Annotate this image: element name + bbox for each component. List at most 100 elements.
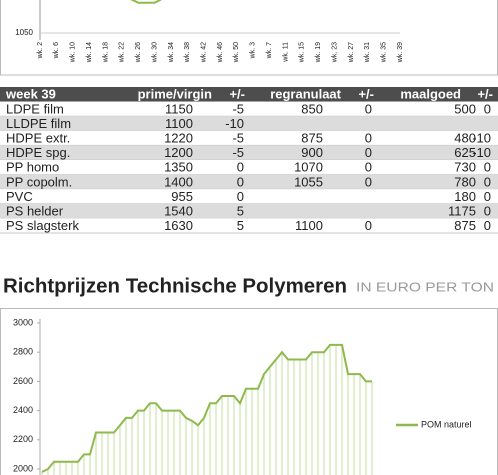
x-tick-label: wk. 23 — [331, 42, 338, 63]
table-cell: 0 — [365, 174, 372, 189]
legend-label: POM naturel — [421, 419, 472, 429]
table-cell: 1200 — [164, 145, 193, 160]
table-cell: 500 — [454, 101, 476, 116]
table-cell: 780 — [454, 174, 476, 189]
table-cell: 1350 — [164, 160, 193, 175]
y-tick-label: 2000 — [13, 463, 33, 473]
table-cell: 875 — [301, 131, 323, 146]
table-cell: LDPE film — [6, 101, 64, 116]
table-cell: 0 — [237, 160, 244, 175]
table-cell: 1055 — [294, 174, 323, 189]
table-cell: 1070 — [294, 160, 323, 175]
top-chart-frame — [0, 0, 498, 76]
x-tick-label: wk. 26 — [135, 42, 142, 63]
x-tick-label: wk. 22 — [119, 42, 126, 63]
table-cell: PS helder — [6, 204, 64, 219]
table-cell: 0 — [237, 174, 244, 189]
line — [130, 0, 163, 4]
x-tick-label: wk. 14 — [86, 42, 93, 63]
table-cell: 1400 — [164, 174, 193, 189]
table-cell: HDPE spg. — [6, 145, 70, 160]
table-cell: 0 — [484, 204, 491, 219]
table-cell: 0 — [365, 218, 372, 233]
table-cell: 1175 — [448, 204, 476, 219]
table-cell: 875 — [454, 218, 476, 233]
section-unit: IN EURO PER TON — [356, 279, 494, 294]
x-tick-label: wk. 15 — [299, 42, 306, 63]
table-cell: PP copolm. — [6, 174, 72, 189]
x-tick-label: wk. 50 — [233, 42, 240, 63]
table-cell: LLDPE film — [6, 116, 71, 131]
table-cell: 0 — [365, 101, 372, 116]
table-row-bg — [0, 160, 498, 175]
x-tick-label: wk. 10 — [70, 42, 77, 63]
table-cell: -5 — [232, 145, 244, 160]
x-tick-label: wk. 39 — [397, 42, 404, 63]
y-tick-label: 2600 — [13, 376, 33, 386]
table-header-cell: week 39 — [5, 87, 56, 102]
x-tick-label: wk. 27 — [348, 42, 355, 63]
x-tick-label: wk. 35 — [380, 42, 387, 63]
table-cell: 5 — [237, 218, 244, 233]
section-title: Richtprijzen Technische Polymeren — [3, 275, 347, 297]
table-header-cell: +/- — [229, 87, 245, 102]
table-cell: HDPE extr. — [6, 131, 70, 146]
table-cell: -5 — [232, 131, 244, 146]
table-row-bg — [0, 174, 498, 190]
x-tick-label: wk. 18 — [102, 42, 109, 63]
x-tick-label: wk. 7 — [266, 42, 273, 59]
table-cell: 1150 — [165, 101, 193, 116]
top-plot — [130, 0, 163, 4]
bottom-chart-frame — [0, 308, 498, 475]
y-tick-label: 2800 — [13, 347, 33, 357]
table-header-cell: prime/virgin — [138, 87, 212, 102]
x-tick-label: wk. 46 — [217, 42, 224, 63]
y-tick-label: 2400 — [13, 405, 33, 415]
table-cell: PS slagsterk — [6, 218, 79, 233]
x-tick-label: wk. 38 — [184, 42, 191, 63]
line — [41, 343, 372, 473]
table-row-bg — [0, 189, 498, 204]
table-header-cell: regranulaat — [270, 87, 341, 102]
table-cell: 625 — [454, 145, 476, 160]
table-row-bg — [0, 130, 498, 146]
table-row-bg — [0, 116, 498, 131]
table-header-cell: maalgoed — [400, 87, 461, 102]
table-cell: 850 — [301, 101, 323, 116]
table-cell: 0 — [484, 101, 491, 116]
table-row-bg — [0, 145, 498, 160]
table-cell: 0 — [484, 218, 491, 233]
table-cell: 0 — [365, 160, 372, 175]
table-cell: 1100 — [165, 116, 193, 131]
table-cell: 0 — [365, 131, 372, 146]
table-header-bg — [0, 87, 498, 102]
table-cell: 0 — [365, 145, 372, 160]
table-cell: 730 — [454, 160, 476, 175]
x-tick-label: wk. 6 — [53, 42, 60, 59]
table-cell: 0 — [484, 160, 491, 175]
x-tick-label: wk. 19 — [315, 42, 322, 63]
table-cell: 0 — [484, 174, 491, 189]
table-cell: 1100 — [295, 218, 323, 233]
table-cell: -10 — [472, 131, 491, 146]
table-cell: PVC — [6, 189, 33, 204]
table-cell: 480 — [454, 131, 476, 146]
y-tick-label: 1050 — [15, 28, 33, 37]
table-cell: 180 — [454, 189, 476, 204]
table-cell: 0 — [237, 189, 244, 204]
table-row-bg — [0, 101, 498, 117]
table-cell: -5 — [232, 101, 244, 116]
table-cell: 1220 — [164, 131, 193, 146]
table-cell: 1540 — [164, 204, 193, 219]
table-header-cell: +/- — [358, 87, 374, 102]
table-row-bg — [0, 203, 498, 219]
x-tick-label: wk. 42 — [200, 42, 207, 63]
table-cell: -10 — [225, 116, 244, 131]
table-cell: 955 — [171, 189, 193, 204]
table-cell: 0 — [484, 189, 491, 204]
y-tick-label: 3000 — [13, 317, 33, 327]
table-header-cell: +/- — [477, 87, 493, 102]
x-tick-label: wk. 11 — [282, 42, 289, 63]
